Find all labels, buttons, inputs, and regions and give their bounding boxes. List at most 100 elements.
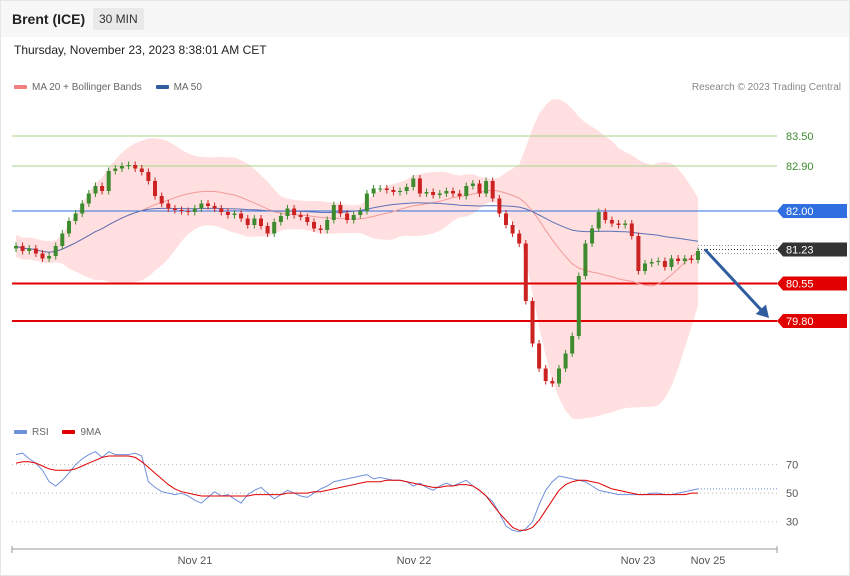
candle-body: [119, 166, 124, 169]
rsi-legend: RSI 9MA: [14, 427, 112, 438]
candle-body: [437, 193, 442, 195]
candle-body: [470, 183, 475, 186]
candle-body: [53, 246, 58, 256]
candle-body: [232, 213, 237, 215]
candle-body: [358, 211, 363, 215]
candle-body: [265, 226, 270, 234]
candle-body: [106, 171, 111, 191]
candle-body: [67, 221, 71, 234]
level-label-text: 82.90: [786, 161, 814, 173]
candle-body: [259, 218, 263, 226]
legend-swatch-bollinger: [14, 85, 27, 90]
candle-body: [225, 212, 230, 215]
candle-body: [616, 223, 621, 225]
candle-body: [272, 222, 277, 234]
candle-body: [643, 263, 647, 271]
candle-body: [146, 172, 151, 181]
level-labels: 83.50 82.90 82.00 81.23 80.55 79.80: [777, 131, 847, 328]
candle-body: [557, 368, 561, 384]
candle-body: [417, 178, 422, 194]
level-label-resistance-1: 82.90: [786, 161, 814, 173]
level-label-text: 81.23: [786, 245, 814, 257]
level-label-bg: [777, 204, 847, 218]
candle-body: [669, 258, 674, 267]
level-label-text: 79.80: [786, 316, 814, 328]
candle-body: [504, 213, 508, 225]
candle-body: [696, 251, 700, 260]
candle-body: [159, 196, 164, 204]
candles: [14, 161, 700, 387]
legend-item-rsi-ma: 9MA: [62, 427, 101, 438]
x-tick-label: Nov 21: [178, 555, 213, 567]
candle-body: [371, 188, 376, 194]
candle-body: [411, 178, 416, 187]
candle-body: [517, 233, 522, 244]
timeframe-badge[interactable]: 30 MIN: [93, 8, 144, 30]
rsi-tick-label: 70: [786, 460, 798, 472]
candle-body: [113, 168, 118, 171]
candle-body: [60, 233, 65, 246]
forecast-arrow: [703, 248, 769, 318]
candle-body: [199, 203, 204, 209]
legend-label-ma50: MA 50: [173, 82, 202, 93]
level-label-text: 82.00: [786, 206, 814, 218]
candle-body: [609, 220, 614, 224]
candle-body: [73, 213, 78, 221]
legend-item-ma50: MA 50: [155, 82, 202, 93]
candle-body: [192, 208, 197, 212]
candle-body: [451, 191, 455, 194]
timestamp: Thursday, November 23, 2023 8:38:01 AM C…: [14, 43, 267, 57]
candle-body: [14, 246, 18, 249]
x-axis: Nov 21 Nov 22 Nov 23 Nov 25: [11, 546, 778, 567]
rsi-grid: 30 50 70: [12, 460, 798, 529]
rsi-panel: [15, 451, 777, 533]
candle-body: [576, 276, 581, 336]
candle-body: [364, 193, 369, 211]
candle-body: [384, 188, 389, 190]
level-label-pivot-2: 82.00: [777, 204, 847, 218]
title-bar: Brent (ICE) 30 MIN: [1, 1, 849, 37]
candle-body: [563, 353, 568, 369]
candle-body: [689, 258, 694, 260]
candle-body: [166, 203, 171, 209]
candle-body: [100, 186, 105, 191]
candle-body: [583, 243, 588, 276]
level-label-resistance-0: 83.50: [786, 131, 814, 143]
candle-body: [537, 343, 542, 369]
candle-body: [206, 203, 210, 206]
candle-body: [239, 213, 244, 219]
candle-body: [570, 336, 575, 354]
x-tick-label: Nov 22: [397, 555, 432, 567]
level-label-bg: [777, 242, 847, 257]
candle-body: [80, 203, 85, 214]
candle-body: [331, 205, 336, 220]
candle-body: [47, 256, 52, 259]
level-label-support-4: 80.55: [777, 276, 847, 291]
candle-body: [278, 216, 283, 222]
candle-body: [186, 211, 191, 212]
candle-body: [351, 215, 356, 220]
candle-body: [682, 258, 687, 261]
bollinger-bands: [16, 99, 698, 420]
credit-text: Research © 2023 Trading Central: [691, 82, 841, 93]
candle-body: [172, 208, 177, 210]
candle-body: [590, 228, 595, 244]
candle-body: [338, 205, 343, 214]
candle-body: [431, 192, 436, 195]
candle-body: [676, 258, 681, 261]
candle-body: [318, 228, 323, 230]
rsi-tick-label: 30: [786, 517, 798, 529]
candle-body: [153, 181, 157, 196]
candle-body: [40, 253, 45, 259]
candle-body: [523, 243, 528, 301]
candle-body: [596, 212, 601, 229]
candle-body: [424, 192, 429, 194]
candle-body: [484, 181, 489, 194]
rsi-ma-line: [15, 455, 698, 531]
candle-body: [126, 165, 131, 166]
x-tick-label: Nov 25: [691, 555, 726, 567]
candle-body: [464, 186, 469, 196]
candle-body: [490, 181, 495, 199]
candle-body: [298, 215, 303, 217]
